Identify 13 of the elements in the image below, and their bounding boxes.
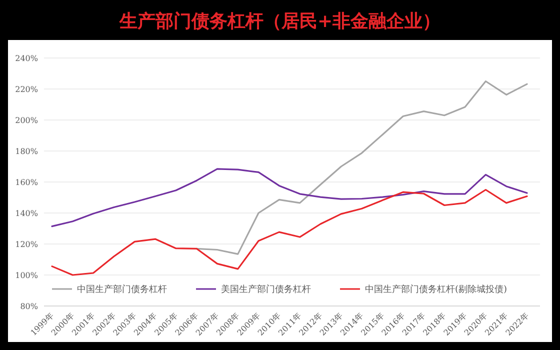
y-tick-label: 200%: [15, 116, 38, 125]
y-tick-label: 80%: [20, 302, 38, 311]
y-tick-label: 100%: [15, 271, 38, 280]
y-tick-label: 160%: [15, 178, 38, 187]
y-tick-label: 140%: [15, 209, 38, 218]
y-tick-label: 220%: [15, 85, 38, 94]
legend-label: 美国生产部门债务杠杆: [221, 284, 311, 295]
y-tick-label: 240%: [15, 54, 38, 63]
legend-label: 中国生产部门债务杠杆(剔除城投债): [365, 284, 508, 295]
chart-title: 生产部门债务杠杆（居民+非金融企业）: [118, 11, 441, 32]
y-tick-label: 180%: [15, 147, 38, 156]
legend-label: 中国生产部门债务杠杆: [77, 284, 167, 295]
y-tick-label: 120%: [15, 240, 38, 249]
